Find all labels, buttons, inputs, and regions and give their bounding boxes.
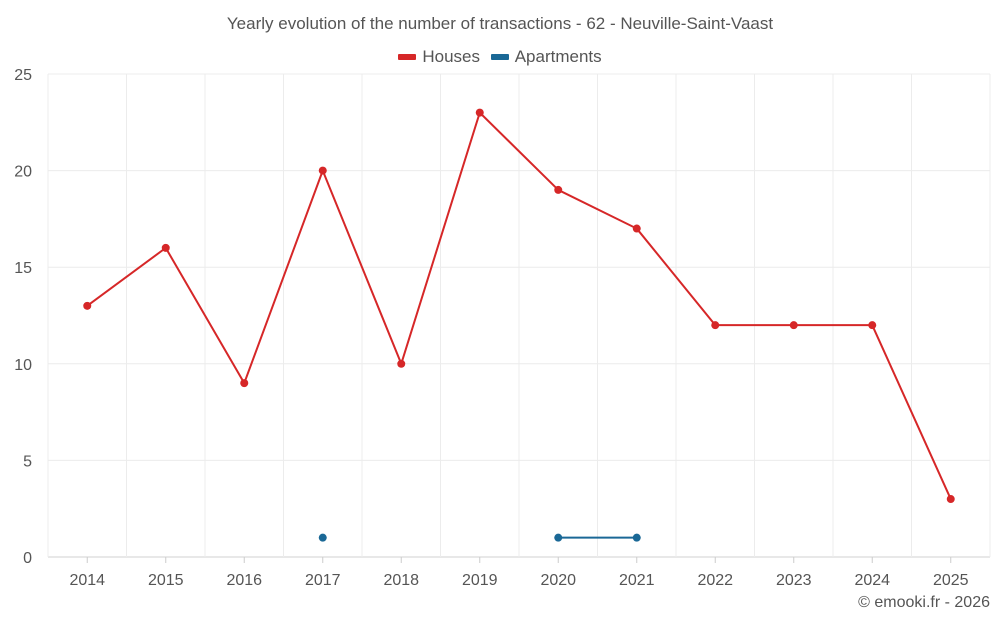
x-tick-label: 2018 bbox=[383, 572, 419, 589]
x-tick-label: 2015 bbox=[148, 572, 184, 589]
y-tick-label: 0 bbox=[23, 550, 32, 567]
x-tick-label: 2021 bbox=[619, 572, 655, 589]
x-tick-label: 2025 bbox=[933, 572, 969, 589]
y-tick-label: 20 bbox=[14, 164, 32, 181]
chart-legend: Houses Apartments bbox=[0, 45, 1000, 67]
data-point-houses-2024 bbox=[868, 321, 877, 330]
credit-text: © emooki.fr - 2026 bbox=[858, 594, 990, 611]
legend-label-houses: Houses bbox=[422, 47, 480, 66]
data-point-houses-2025 bbox=[946, 495, 955, 504]
series-line-houses bbox=[86, 111, 952, 500]
legend-swatch-apartments bbox=[490, 54, 509, 60]
x-tick-label: 2020 bbox=[540, 572, 576, 589]
data-point-houses-2014 bbox=[83, 301, 92, 310]
x-tick-label: 2017 bbox=[305, 572, 341, 589]
x-tick-label: 2014 bbox=[69, 572, 105, 589]
legend-label-apartments: Apartments bbox=[514, 47, 602, 66]
x-tick-label: 2022 bbox=[697, 572, 733, 589]
x-tick-label: 2019 bbox=[462, 572, 498, 589]
y-tick-label: 5 bbox=[23, 453, 32, 470]
data-point-houses-2018 bbox=[397, 359, 406, 368]
data-point-houses-2019 bbox=[475, 108, 484, 117]
data-point-houses-2015 bbox=[161, 243, 170, 252]
x-tick-label: 2023 bbox=[776, 572, 812, 589]
data-point-houses-2022 bbox=[711, 321, 720, 330]
x-tick-label: 2016 bbox=[226, 572, 262, 589]
chart-title: Yearly evolution of the number of transa… bbox=[226, 14, 774, 33]
data-point-apartments-2017 bbox=[318, 533, 327, 542]
y-tick-label: 15 bbox=[14, 260, 32, 277]
x-tick-label: 2024 bbox=[854, 572, 890, 589]
data-point-apartments-2021 bbox=[632, 533, 641, 542]
y-tick-label: 10 bbox=[14, 357, 32, 374]
legend-item-apartments[interactable]: Apartments bbox=[490, 47, 602, 67]
y-tick-label: 25 bbox=[14, 67, 32, 84]
legend-item-houses[interactable]: Houses bbox=[398, 47, 480, 67]
data-point-houses-2021 bbox=[632, 224, 641, 233]
data-point-houses-2017 bbox=[318, 166, 327, 175]
legend-swatch-houses bbox=[398, 54, 417, 60]
data-point-houses-2016 bbox=[240, 379, 249, 388]
data-point-apartments-2020 bbox=[554, 533, 563, 542]
data-point-houses-2023 bbox=[789, 321, 798, 330]
data-point-houses-2020 bbox=[554, 185, 563, 194]
